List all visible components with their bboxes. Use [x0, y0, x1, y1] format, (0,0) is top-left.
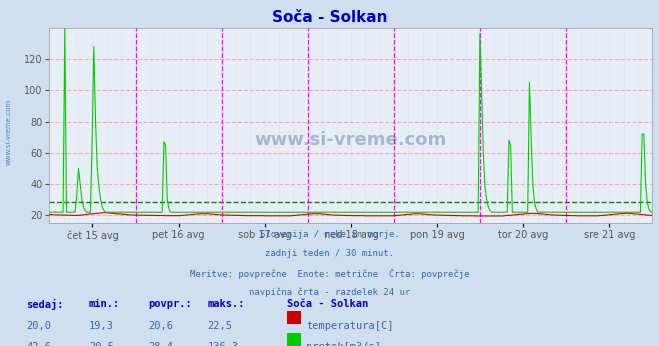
- Text: Soča - Solkan: Soča - Solkan: [272, 10, 387, 25]
- Text: min.:: min.:: [89, 299, 120, 309]
- Text: www.si-vreme.com: www.si-vreme.com: [255, 131, 447, 149]
- Text: 22,5: 22,5: [208, 321, 233, 331]
- Text: navpična črta - razdelek 24 ur: navpična črta - razdelek 24 ur: [249, 287, 410, 297]
- Text: 20,5: 20,5: [89, 342, 114, 346]
- Text: Soča - Solkan: Soča - Solkan: [287, 299, 368, 309]
- Text: povpr.:: povpr.:: [148, 299, 192, 309]
- Text: pretok[m3/s]: pretok[m3/s]: [306, 342, 382, 346]
- Text: www.si-vreme.com: www.si-vreme.com: [5, 98, 11, 165]
- Text: 42,6: 42,6: [26, 342, 51, 346]
- Text: 136,3: 136,3: [208, 342, 239, 346]
- Text: sedaj:: sedaj:: [26, 299, 64, 310]
- Text: Meritve: povprečne  Enote: metrične  Črta: povprečje: Meritve: povprečne Enote: metrične Črta:…: [190, 268, 469, 279]
- Text: 19,3: 19,3: [89, 321, 114, 331]
- Text: temperatura[C]: temperatura[C]: [306, 321, 394, 331]
- Text: Slovenija / reke in morje.: Slovenija / reke in morje.: [260, 230, 399, 239]
- Text: maks.:: maks.:: [208, 299, 245, 309]
- Text: zadnji teden / 30 minut.: zadnji teden / 30 minut.: [265, 249, 394, 258]
- Text: 20,6: 20,6: [148, 321, 173, 331]
- Text: 28,4: 28,4: [148, 342, 173, 346]
- Text: 20,0: 20,0: [26, 321, 51, 331]
